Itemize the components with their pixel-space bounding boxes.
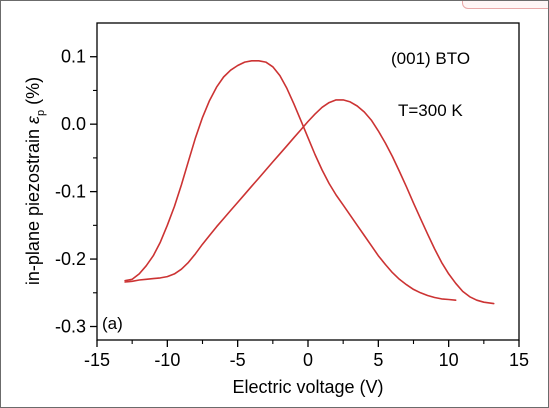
material-annotation: (001) BTO — [391, 49, 470, 68]
data-lines — [124, 59, 495, 305]
temperature-annotation: T=300 K — [398, 101, 463, 120]
series-line-sweep-1 — [124, 59, 457, 302]
y-tick-label: 0.0 — [61, 114, 86, 134]
x-tick-label: -5 — [230, 350, 246, 370]
axis-ticks: -15 -10 -5 0 5 10 15 0.1 0.0 -0.1 -0.2 -0.3 — [55, 47, 529, 370]
corner-tab — [462, 1, 548, 9]
x-tick-label: 5 — [373, 350, 383, 370]
x-tick-label: -10 — [154, 350, 180, 370]
y-axis-label-subscript: p — [35, 110, 47, 116]
series-line-sweep-2 — [124, 99, 495, 305]
y-tick-label: 0.1 — [61, 47, 86, 67]
y-axis-label-unit: (%) — [23, 77, 43, 110]
x-tick-label: -15 — [84, 350, 110, 370]
y-tick-label: -0.3 — [55, 317, 86, 337]
plot-border — [96, 22, 520, 341]
x-tick-label: 0 — [303, 350, 313, 370]
y-axis-label-main: in-plane piezostrain — [23, 124, 43, 285]
x-axis-label: Electric voltage (V) — [232, 377, 383, 397]
plot-area — [96, 22, 520, 341]
x-tick-label: 10 — [439, 350, 459, 370]
y-axis-label-symbol: ε — [23, 115, 43, 124]
y-axis-label: in-plane piezostrain εp (%) — [23, 77, 47, 285]
panel-label: (a) — [102, 314, 123, 333]
y-tick-label: -0.1 — [55, 182, 86, 202]
x-tick-label: 15 — [509, 350, 529, 370]
y-tick-label: -0.2 — [55, 249, 86, 269]
